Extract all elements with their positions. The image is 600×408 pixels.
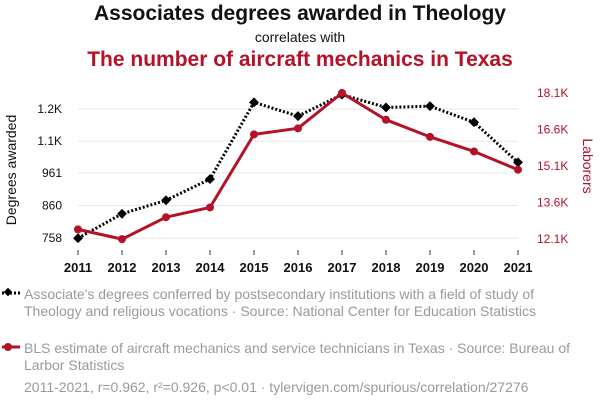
footer-stats: 2011-2021, r=0.962, r²=0.926, p<0.01 · t… <box>24 379 529 395</box>
x-tick-label: 2015 <box>240 260 269 275</box>
chart-subtitle: correlates with <box>254 29 346 45</box>
y-left-tick-label: 1.1K <box>37 134 62 148</box>
data-point-2 <box>118 235 126 244</box>
x-tick-label: 2016 <box>284 260 313 275</box>
data-point-1 <box>381 102 391 113</box>
series-line-1 <box>77 93 520 240</box>
x-tick-label: 2012 <box>108 260 137 275</box>
data-point-2 <box>294 124 302 133</box>
data-point-1 <box>293 111 303 122</box>
chart-title-secondary: The number of aircraft mechanics in Texa… <box>87 48 513 71</box>
y-right-tick-label: 13.6K <box>537 196 568 210</box>
data-point-1 <box>161 195 171 206</box>
data-point-1 <box>117 208 127 219</box>
legend-marker-degrees <box>2 287 20 297</box>
y-right-tick-label: 16.6K <box>537 123 568 137</box>
legend-marker-laborers <box>2 343 20 351</box>
data-point-2 <box>206 203 214 212</box>
y-left-tick-label: 961 <box>42 166 62 180</box>
data-point-2 <box>74 225 82 234</box>
data-point-2 <box>338 89 346 97</box>
legend-text-degrees: Associate's degrees conferred by postsec… <box>24 286 537 319</box>
data-point-2 <box>514 165 522 174</box>
y-right-tick-label: 12.1K <box>537 232 568 246</box>
x-tick-label: 2019 <box>416 260 445 275</box>
x-tick-label: 2020 <box>460 260 489 275</box>
y-left-axis-label: Degrees awarded <box>3 115 19 226</box>
x-tick-label: 2013 <box>152 260 181 275</box>
x-tick-label: 2018 <box>372 260 401 275</box>
y-right-tick-label: 15.1K <box>537 159 568 173</box>
chart-title: Associates degrees awarded in Theology <box>94 2 506 25</box>
y-left-tick-label: 860 <box>42 198 62 212</box>
y-left-tick-label: 1.2K <box>37 102 62 116</box>
data-point-1 <box>425 101 435 112</box>
data-point-1 <box>513 157 523 168</box>
legend-text-laborers: BLS estimate of aircraft mechanics and s… <box>24 340 571 373</box>
y-right-axis-label: Laborers <box>580 138 596 193</box>
data-point-2 <box>470 147 478 156</box>
data-point-2 <box>426 132 434 141</box>
data-point-1 <box>469 117 479 128</box>
x-tick-label: 2011 <box>64 260 92 275</box>
data-point-1 <box>73 233 83 244</box>
x-tick-label: 2021 <box>504 260 533 275</box>
y-left-tick-label: 758 <box>42 231 62 245</box>
x-tick-label: 2017 <box>328 260 357 275</box>
data-point-2 <box>250 130 258 139</box>
x-tick-label: 2014 <box>196 260 226 275</box>
data-point-2 <box>382 115 390 124</box>
y-right-tick-label: 18.1K <box>537 86 568 100</box>
data-point-1 <box>205 174 215 185</box>
data-point-2 <box>162 213 170 222</box>
